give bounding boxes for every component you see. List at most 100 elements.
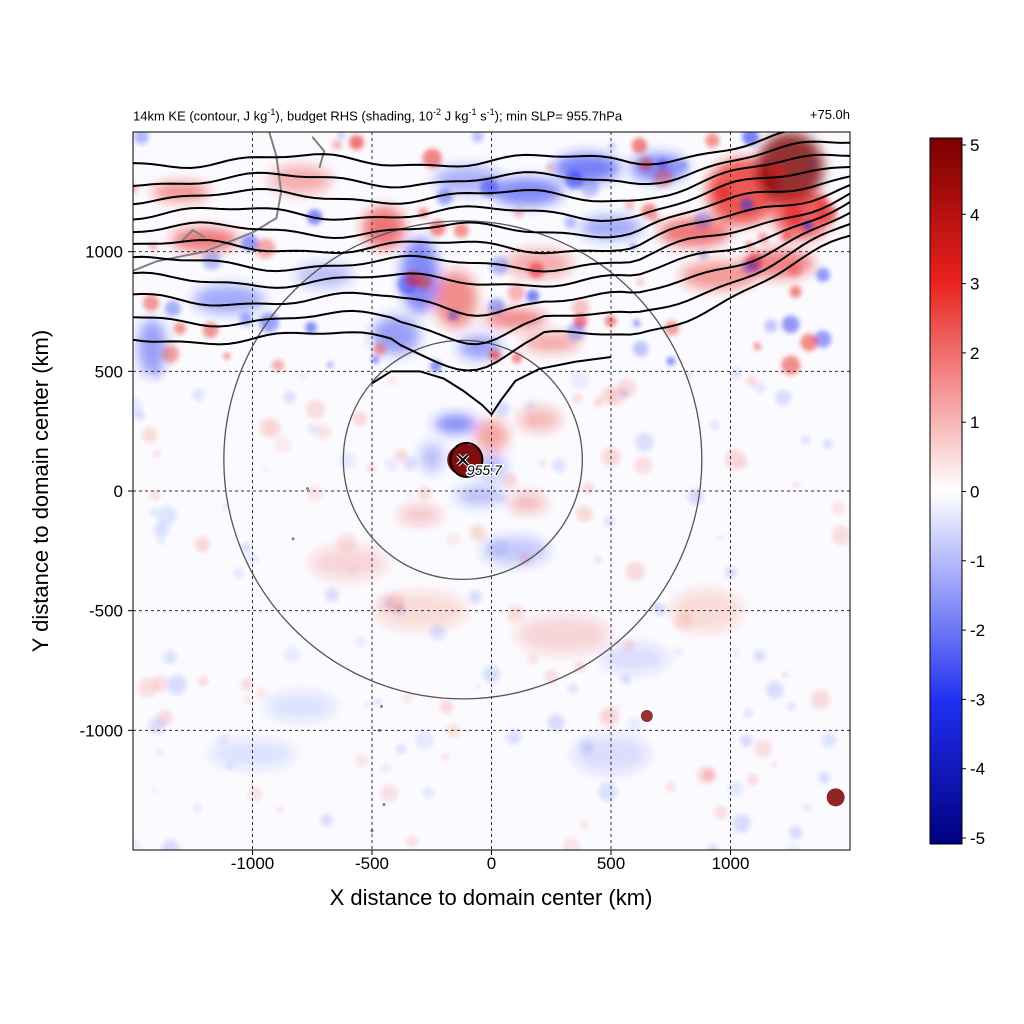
shading-speckle — [320, 814, 333, 827]
x-tick-label: -1000 — [231, 854, 274, 873]
island-dot — [382, 803, 386, 807]
shading-blob — [522, 333, 580, 353]
shading-speckle — [781, 671, 788, 678]
shading-speckle — [255, 238, 276, 259]
shading-speckle — [233, 568, 244, 579]
shading-speckle — [666, 356, 676, 366]
shading-speckle — [746, 376, 757, 387]
shading-speckle — [754, 382, 766, 393]
shading-blob — [192, 285, 265, 314]
shading-speckle — [193, 804, 201, 812]
storm-center-label: 955.7 — [467, 462, 503, 478]
shading-speckle — [572, 393, 583, 403]
shading-speckle — [474, 683, 482, 691]
shading-speckle — [133, 398, 143, 416]
shading-speckle — [216, 732, 230, 746]
forecast-hour-label: +75.0h — [809, 107, 850, 122]
shading-speckle — [511, 352, 523, 364]
shading-speckle — [703, 768, 717, 782]
shading-speckle — [325, 588, 339, 602]
shading-speckle — [379, 595, 395, 611]
shading-speckle — [246, 553, 258, 565]
shading-blob — [491, 177, 564, 207]
shading-speckle — [787, 843, 800, 850]
shading-speckle — [771, 761, 778, 769]
ke-contour-line — [133, 184, 850, 255]
shading-speckle — [753, 739, 772, 758]
shading-speckle — [157, 505, 177, 526]
shading-speckle — [305, 321, 317, 334]
shading-speckle — [276, 806, 284, 814]
shading-speckle — [528, 419, 537, 428]
shading-speckle — [403, 456, 417, 471]
shading-speckle — [784, 205, 804, 225]
shading-speckle — [429, 219, 446, 237]
shading-speckle — [564, 216, 577, 229]
shading-speckle — [653, 603, 666, 616]
shading-blob — [601, 644, 669, 673]
shading-speckle — [725, 449, 746, 470]
shading-speckle — [151, 675, 169, 692]
ke-contour-line — [371, 355, 612, 416]
y-axis-ticks: -1000 -500 0 500 1000 — [80, 243, 133, 740]
shading-speckle — [442, 753, 449, 760]
shading-speckle — [133, 132, 149, 145]
shading-speckle — [192, 388, 205, 401]
ke-contour-line — [133, 153, 850, 206]
range-circle — [223, 220, 703, 700]
y-tick-label: 500 — [95, 362, 123, 381]
shading-speckle — [381, 763, 392, 773]
shading-speckle — [243, 694, 255, 706]
shading-speckle — [337, 132, 346, 140]
y-tick-label: 1000 — [85, 243, 123, 262]
shading-speckle — [636, 278, 645, 287]
shading-speckle — [789, 285, 802, 298]
shading-speckle — [694, 211, 712, 229]
shading-speckle — [800, 333, 818, 352]
title-text: J kg — [440, 108, 469, 124]
shading-speckle — [716, 534, 724, 542]
ke-contours — [133, 132, 850, 478]
shading-speckle — [818, 772, 830, 784]
shading-speckle — [198, 676, 209, 687]
shading-speckle — [744, 709, 753, 718]
shading-blob — [484, 309, 547, 329]
shading-speckle — [155, 748, 164, 757]
island-dot — [291, 537, 295, 541]
storm-center: 955.7 — [456, 453, 505, 479]
shading-speckle — [274, 436, 292, 454]
shading-speckle — [567, 683, 578, 694]
x-tick-label: 1000 — [712, 854, 750, 873]
shading-speckle — [814, 330, 832, 348]
shading-speckle — [436, 188, 453, 206]
title-text: s — [476, 108, 487, 124]
shading-speckle — [355, 754, 369, 768]
shading-blob — [269, 165, 332, 195]
shading-speckle — [406, 491, 414, 499]
colorbar-tick-label: -4 — [970, 760, 985, 779]
ke-contour-core — [449, 441, 484, 478]
title-text: ), budget RHS (shading, 10 — [275, 108, 433, 124]
shading-speckle — [163, 650, 177, 665]
shading-speckle — [789, 826, 803, 840]
ke-contour-line — [133, 166, 850, 223]
shading-speckle — [687, 488, 704, 505]
shading-speckle — [422, 148, 442, 169]
title-text: ); min SLP= 955.7hPa — [494, 108, 623, 124]
shading-speckle — [153, 522, 169, 538]
colorbar-tick-label: 3 — [970, 275, 979, 294]
shading-speckle — [497, 493, 507, 502]
shading-speckle — [439, 699, 454, 714]
shading-speckle — [448, 310, 459, 321]
colorbar-tick-label: -2 — [970, 621, 985, 640]
colorbar-tick-label: -5 — [970, 829, 985, 848]
shading-speckle — [507, 283, 525, 302]
shading-speckle — [600, 707, 619, 726]
shading-speckle — [222, 503, 229, 510]
colorbar: 5 4 3 2 1 0 -1 -2 -3 -4 -5 — [929, 136, 985, 848]
shading-speckle — [627, 716, 643, 732]
shading-speckle — [143, 294, 160, 311]
shading-speckle — [809, 160, 817, 169]
colorbar-tick-label: 1 — [970, 413, 979, 432]
shading-speckle — [608, 387, 628, 407]
